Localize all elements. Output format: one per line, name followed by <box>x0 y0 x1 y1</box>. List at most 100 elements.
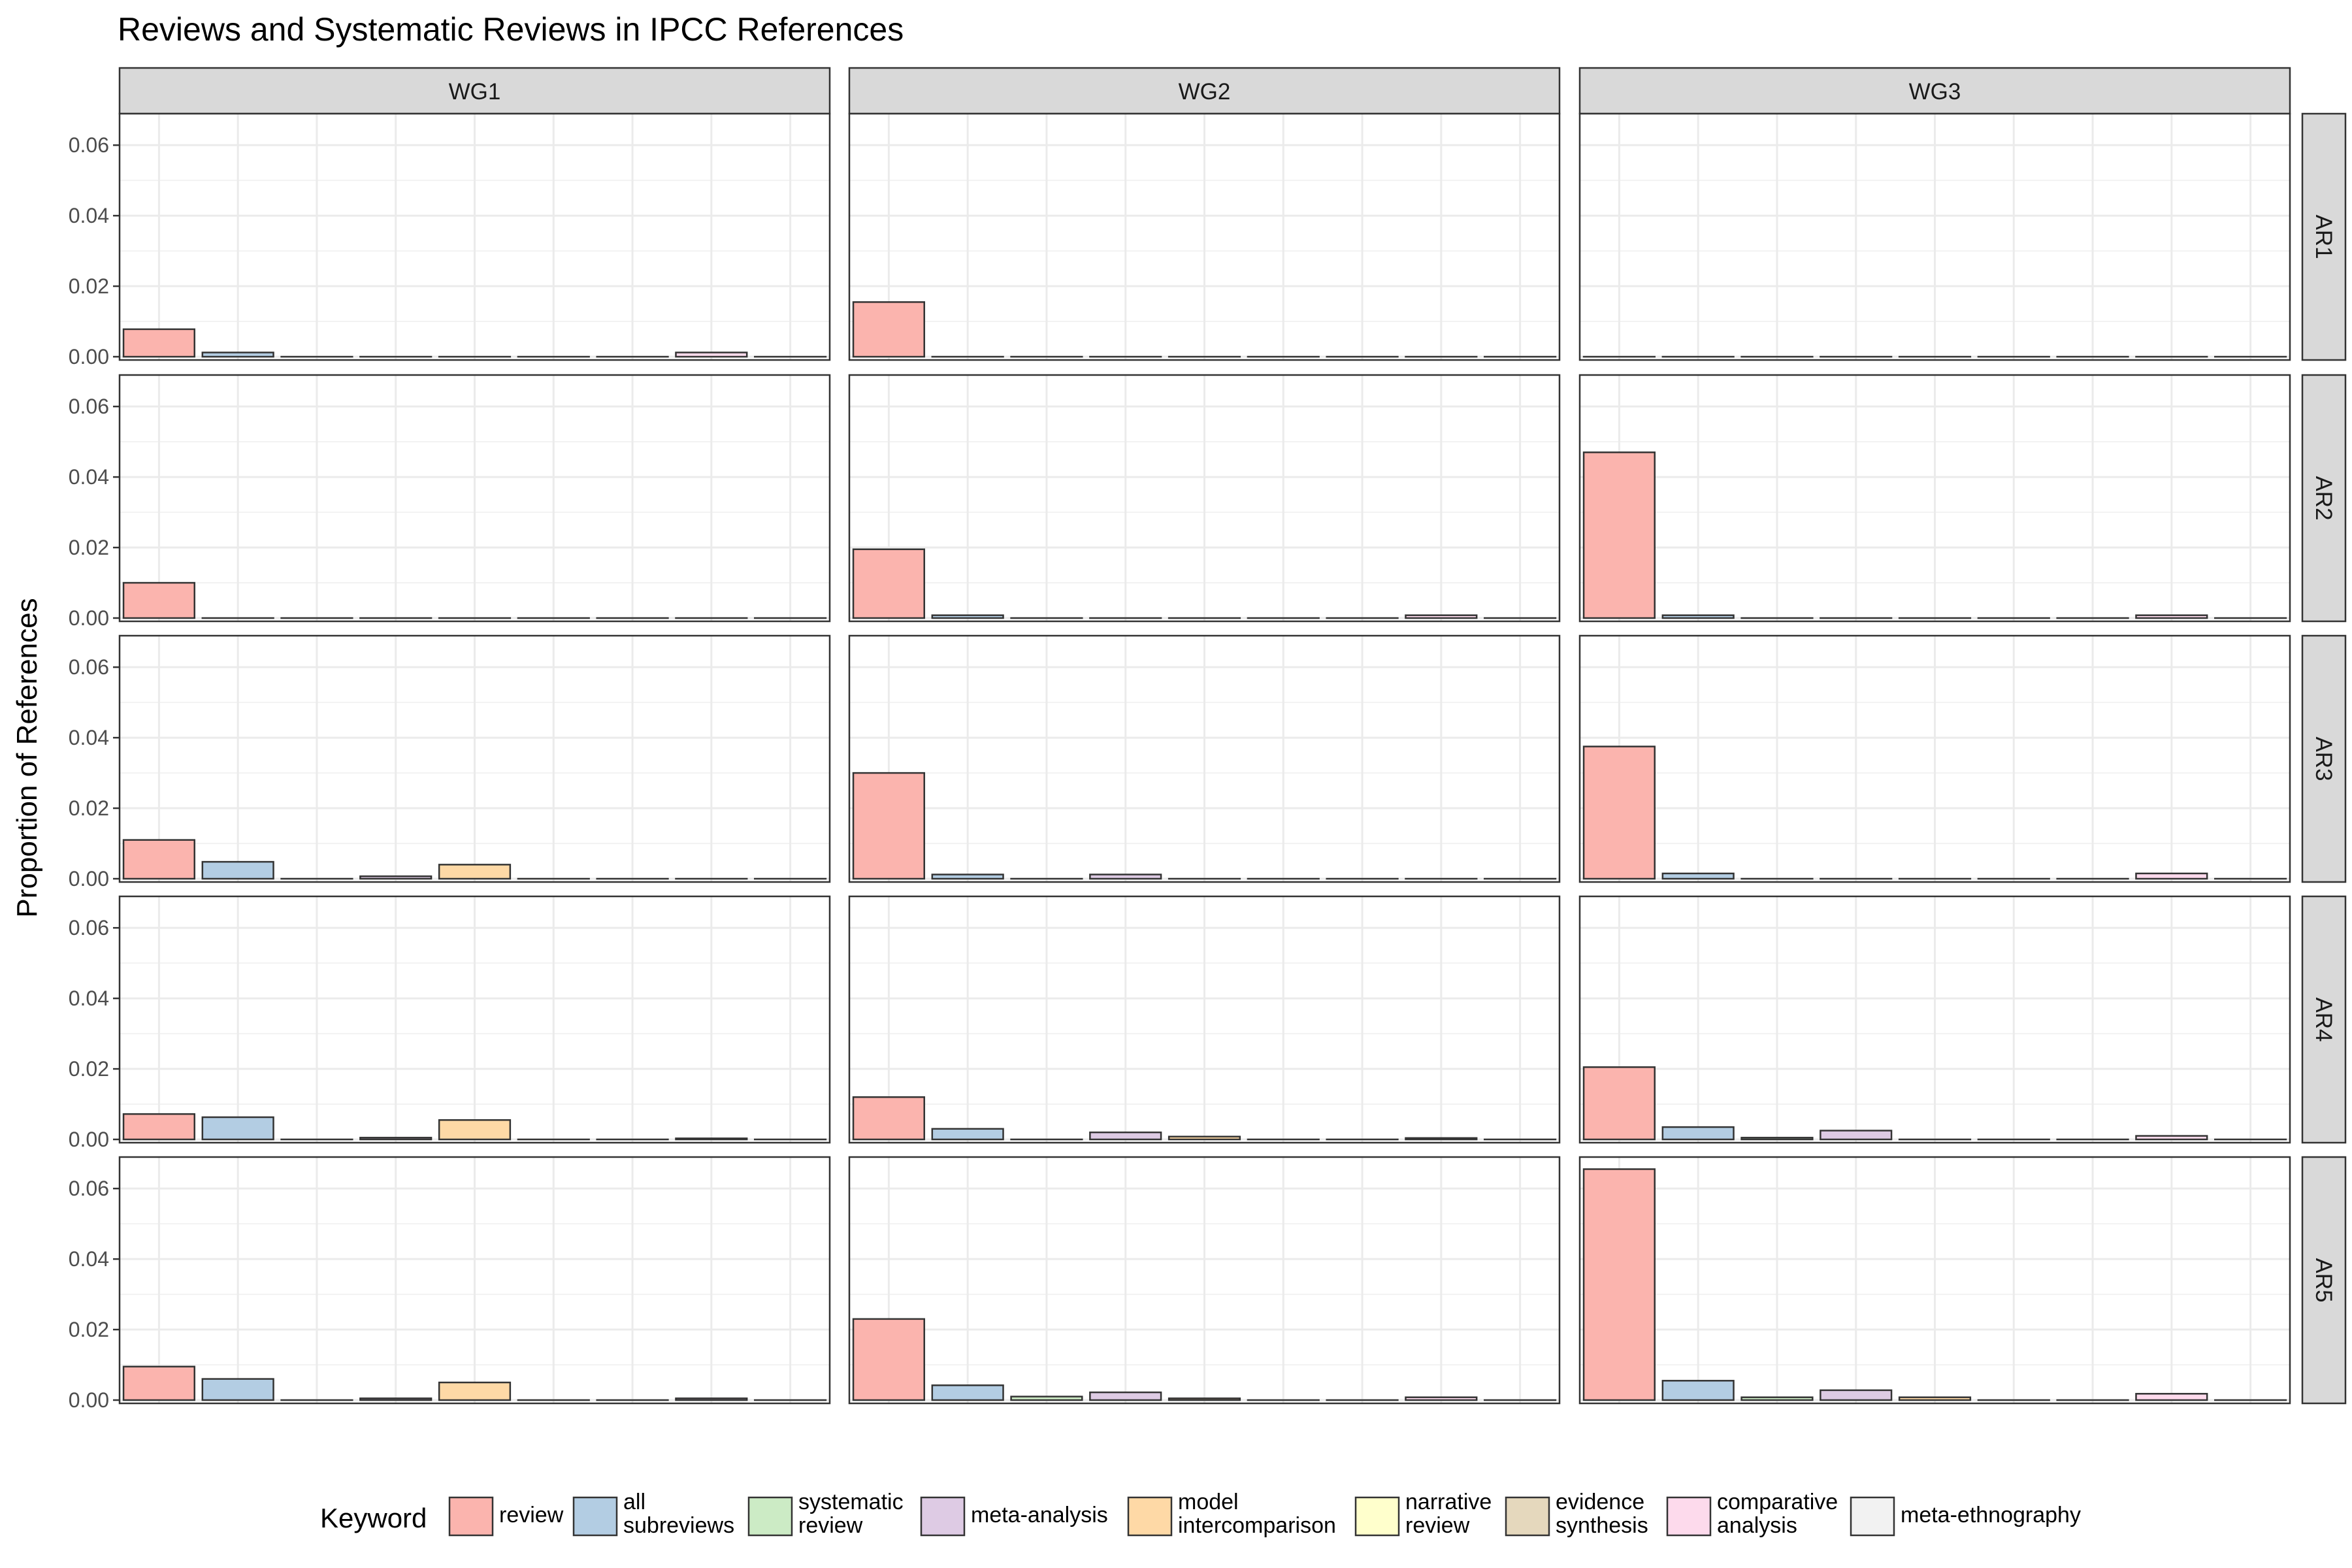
facet-row-label: AR1 <box>2311 214 2336 259</box>
bar-review <box>1582 745 1656 880</box>
y-tick-label: 0.00 <box>69 1128 109 1151</box>
panel-border <box>848 895 1561 1144</box>
bar-comparative-analysis <box>1405 1396 1478 1401</box>
panel-border <box>118 1156 831 1405</box>
legend-label: meta-ethnography <box>1901 1503 2081 1527</box>
y-tick-label: 0.04 <box>69 465 109 489</box>
panel-border <box>118 634 831 883</box>
bar-review <box>122 839 195 880</box>
bar-review <box>852 1096 925 1141</box>
bar-review <box>1582 1168 1656 1401</box>
bar-comparative-analysis <box>2135 1393 2208 1401</box>
legend-title: Keyword <box>320 1503 427 1533</box>
facet-row-label: AR2 <box>2311 476 2336 520</box>
panel-ar1-wg2 <box>848 112 1561 361</box>
legend-swatch <box>1505 1496 1550 1537</box>
panel-ar1-wg3 <box>1578 112 2291 361</box>
bar-model-intercomparison <box>1898 1396 1972 1401</box>
y-tick-label: 0.00 <box>69 867 109 890</box>
bar-meta-analysis <box>1089 1131 1162 1141</box>
y-tick-label: 0.02 <box>69 274 109 298</box>
bar-comparative-analysis <box>675 351 748 358</box>
bar-meta-analysis <box>1089 874 1162 880</box>
bar-all-subreviews <box>1661 872 1735 880</box>
legend-item-meta-analysis: meta-analysis <box>920 1496 1108 1537</box>
bar-model-intercomparison <box>1168 1135 1241 1141</box>
panel-ar2-wg2 <box>848 374 1561 623</box>
bar-model-intercomparison <box>438 1119 512 1141</box>
y-tick-label: 0.02 <box>69 536 109 559</box>
panel-border <box>1578 895 2291 1144</box>
bar-all-subreviews <box>1661 1126 1735 1141</box>
panel-border <box>848 634 1561 883</box>
y-tick-label: 0.00 <box>69 345 109 368</box>
facet-strip-ar3 <box>2301 634 2347 883</box>
legend-label: narrative review <box>1405 1490 1492 1538</box>
bar-all-subreviews <box>201 860 274 880</box>
y-tick-label: 0.04 <box>69 987 109 1010</box>
bar-review <box>852 301 925 358</box>
bar-meta-analysis <box>359 875 433 880</box>
panel-ar2-wg1 <box>118 374 831 623</box>
bar-review <box>1582 451 1656 619</box>
legend-swatch <box>448 1496 494 1537</box>
bar-all-subreviews <box>201 1116 274 1141</box>
legend: Keyword review all subreviews systematic revi… <box>320 1490 2081 1538</box>
bar-model-intercomparison <box>1168 1397 1241 1401</box>
legend-label: meta-analysis <box>971 1503 1108 1527</box>
panel-border <box>848 374 1561 623</box>
facet-strip-ar1 <box>2301 112 2347 361</box>
legend-swatch <box>1354 1496 1400 1537</box>
bar-all-subreviews <box>201 1378 274 1401</box>
y-tick-label: 0.06 <box>69 133 109 157</box>
facet-strip-ar2 <box>2301 374 2347 623</box>
panel-ar4-wg2 <box>848 895 1561 1144</box>
bar-comparative-analysis <box>675 1137 748 1141</box>
legend-swatch <box>1127 1496 1173 1537</box>
panel-ar3-wg2 <box>848 634 1561 883</box>
legend-swatch <box>747 1496 793 1537</box>
facet-strip-wg1 <box>118 67 831 115</box>
panel-border <box>118 374 831 623</box>
panel-ar4-wg1 <box>118 895 831 1144</box>
facet-strip-wg3 <box>1578 67 2291 115</box>
panel-border <box>1578 1156 2291 1405</box>
legend-item-meta-ethnography: meta-ethnography <box>1850 1496 2081 1537</box>
bar-all-subreviews <box>931 1128 1004 1141</box>
panel-ar4-wg3 <box>1578 895 2291 1144</box>
bar-comparative-analysis <box>675 1397 748 1401</box>
bar-systematic-review <box>1740 1137 1814 1141</box>
facet-strip-wg2 <box>848 67 1561 115</box>
bar-review <box>122 1113 195 1141</box>
panel-border <box>1578 374 2291 623</box>
bar-all-subreviews <box>931 1384 1004 1401</box>
panel-ar1-wg1 <box>118 112 831 361</box>
legend-item-evidence-synthesis: evidence synthesis <box>1505 1490 1648 1538</box>
legend-label: model intercomparison <box>1178 1490 1336 1538</box>
legend-swatch <box>920 1496 966 1537</box>
bar-model-intercomparison <box>438 864 512 880</box>
bar-comparative-analysis <box>1405 1137 1478 1141</box>
facet-panels: WG1 WG2 WG3 AR1 AR2 AR3 AR4 AR5 0.00 0.02 0.04 0.06… <box>69 67 2347 1412</box>
panel-ar3-wg1 <box>118 634 831 883</box>
panel-border <box>848 112 1561 361</box>
bar-systematic-review <box>1010 1396 1083 1401</box>
panel-ar3-wg3 <box>1578 634 2291 883</box>
bar-review <box>122 328 195 358</box>
bar-review <box>122 1365 195 1401</box>
facet-strip-ar4 <box>2301 895 2347 1144</box>
y-tick-label: 0.06 <box>69 1177 109 1200</box>
legend-swatch <box>1850 1496 1895 1537</box>
bar-meta-analysis <box>359 1397 433 1401</box>
y-tick-label: 0.04 <box>69 204 109 227</box>
y-tick-label: 0.04 <box>69 1247 109 1271</box>
chart-title: Reviews and Systematic Reviews in IPCC R… <box>118 11 904 48</box>
y-tick-label: 0.02 <box>69 1318 109 1341</box>
facet-row-label: AR3 <box>2311 736 2336 781</box>
legend-item-model-intercomparison: model intercomparison <box>1127 1490 1336 1538</box>
bar-all-subreviews <box>1661 1380 1735 1401</box>
bar-all-subreviews <box>931 614 1004 619</box>
legend-swatch <box>1666 1496 1712 1537</box>
bar-review <box>122 581 195 619</box>
legend-label: systematic review <box>798 1490 904 1538</box>
